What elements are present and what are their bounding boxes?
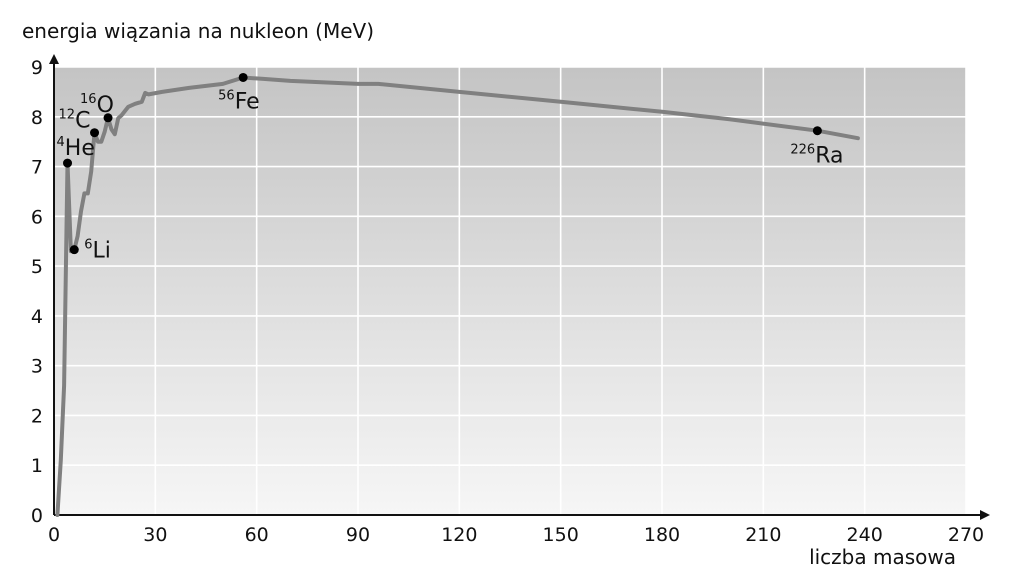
isotope-symbol: Li — [93, 239, 111, 264]
isotope-label-li: 6Li — [84, 238, 111, 264]
x-tick-label: 270 — [948, 524, 984, 546]
y-tick-label: 0 — [31, 505, 43, 527]
isotope-label-o: 16O — [80, 92, 114, 118]
isotope-label-ra: 226Ra — [790, 143, 843, 169]
y-tick-label: 1 — [31, 455, 43, 477]
x-tick-label: 60 — [245, 524, 269, 546]
x-tick-label: 240 — [847, 524, 883, 546]
isotope-point-fe — [238, 72, 248, 82]
isotope-label-he: 4He — [57, 135, 95, 161]
y-axis-label: energia wiązania na nukleon (MeV) — [22, 19, 374, 43]
y-tick-label: 3 — [31, 356, 43, 378]
isotope-symbol: O — [97, 93, 114, 118]
x-tick-label: 120 — [441, 524, 477, 546]
isotope-label-fe: 56Fe — [218, 88, 260, 114]
isotope-symbol: Ra — [815, 144, 843, 169]
x-tick-label: 180 — [644, 524, 680, 546]
binding-energy-curve — [55, 75, 860, 517]
isotope-mass-number: 56 — [218, 88, 235, 103]
y-tick-label: 9 — [31, 57, 43, 79]
isotope-point-o — [103, 113, 113, 123]
y-tick-label: 8 — [31, 107, 43, 129]
isotope-point-c — [90, 128, 100, 138]
axes — [49, 54, 990, 520]
y-tick-label: 4 — [31, 306, 43, 328]
data-series — [55, 75, 860, 517]
y-tick-label: 5 — [31, 256, 43, 278]
isotope-symbol: C — [75, 109, 90, 134]
y-tick-label: 2 — [31, 405, 43, 427]
isotope-label-c: 12C — [59, 108, 91, 134]
x-tick-label: 210 — [745, 524, 781, 546]
x-tick-label: 150 — [543, 524, 579, 546]
isotope-mass-number: 16 — [80, 92, 97, 107]
isotope-point-li — [69, 245, 79, 255]
x-tick-label: 90 — [346, 524, 370, 546]
isotope-point-ra — [812, 126, 822, 136]
x-tick-label: 30 — [143, 524, 167, 546]
y-tick-label: 7 — [31, 157, 43, 179]
plot-background — [54, 67, 966, 515]
isotope-mass-number: 6 — [84, 238, 92, 253]
x-axis-label: liczba masowa — [809, 545, 956, 569]
isotope-mass-number: 4 — [57, 135, 65, 150]
isotope-mass-number: 226 — [790, 143, 815, 158]
isotope-symbol: He — [65, 136, 95, 161]
x-tick-label: 0 — [48, 524, 60, 546]
isotope-mass-number: 12 — [59, 108, 76, 123]
grid-lines — [54, 66, 967, 515]
isotope-point-he — [63, 158, 73, 168]
isotope-symbol: Fe — [235, 89, 260, 114]
y-tick-label: 6 — [31, 206, 43, 228]
